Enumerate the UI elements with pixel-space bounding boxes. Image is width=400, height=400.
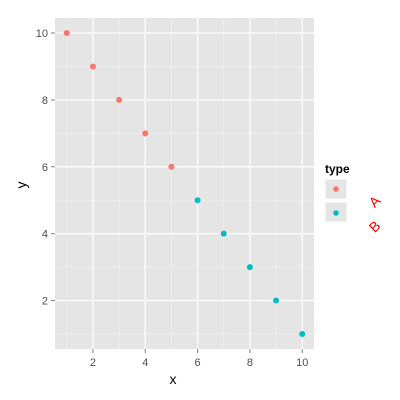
y-tick-label: 2	[42, 296, 48, 308]
y-axis-title: y	[13, 182, 29, 189]
y-tick-label: 4	[42, 229, 48, 241]
y-tick-label: 10	[36, 28, 48, 40]
data-point-b	[299, 330, 306, 337]
x-tick-label: 4	[142, 357, 148, 369]
x-axis-ticks: 2 4 6 8 10	[90, 349, 308, 369]
x-axis-title: x	[170, 371, 177, 387]
data-point-b	[273, 297, 280, 304]
legend-title: type	[325, 162, 350, 176]
data-point-a	[168, 163, 175, 170]
data-point-b	[246, 264, 253, 271]
data-point-a	[89, 63, 96, 70]
legend-label-b: B	[366, 218, 384, 236]
x-tick-label: 2	[90, 357, 96, 369]
x-tick-label: 8	[247, 357, 253, 369]
data-point-a	[116, 96, 123, 103]
y-tick-label: 8	[42, 95, 48, 107]
x-tick-label: 10	[296, 357, 308, 369]
data-point-b	[220, 230, 227, 237]
legend-dot-b	[333, 210, 339, 216]
legend: type A B	[324, 162, 384, 236]
data-point-b	[194, 197, 201, 204]
y-axis-ticks: 2 4 6 8 10	[36, 28, 55, 308]
minor-gridlines	[55, 18, 314, 349]
y-tick-label: 6	[42, 162, 48, 174]
data-points	[63, 30, 306, 337]
data-point-a	[63, 30, 70, 37]
x-tick-label: 6	[195, 357, 201, 369]
legend-dot-a	[333, 186, 339, 192]
major-gridlines	[55, 18, 314, 349]
legend-label-a: A	[366, 192, 384, 210]
data-point-a	[142, 130, 149, 137]
plot-panel	[55, 18, 314, 349]
